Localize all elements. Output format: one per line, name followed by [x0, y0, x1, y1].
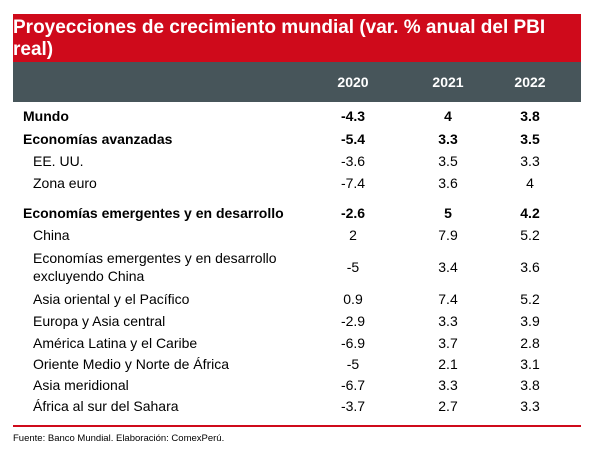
table-row: Asia oriental y el Pacífico 0.9 7.4 5.2 — [13, 288, 581, 310]
source-note: Fuente: Banco Mundial. Elaboración: Come… — [13, 433, 225, 444]
table-row: EE. UU. -3.6 3.5 3.3 — [13, 150, 581, 172]
cell-2020: -3.7 — [340, 397, 366, 414]
cell-2020: -4.3 — [340, 107, 366, 124]
cell-2021: 3.6 — [438, 175, 458, 191]
table-row: Asia meridional -6.7 3.3 3.8 — [13, 374, 581, 395]
cell-2022: 3.8 — [520, 376, 540, 393]
cell-2020: -6.7 — [340, 376, 366, 393]
cell-2020: -7.4 — [340, 175, 366, 191]
row-label: Europa y Asia central — [33, 313, 166, 329]
column-header-2022: 2022 — [514, 74, 546, 90]
row-label: América Latina y el Caribe — [33, 334, 198, 351]
footer-divider — [13, 425, 581, 427]
cell-2021: 7.9 — [438, 227, 458, 243]
cell-2020: -3.6 — [340, 153, 366, 169]
cell-2021: 3.3 — [438, 313, 458, 329]
cell-2021: 4 — [444, 107, 452, 124]
cell-2021: 2.1 — [438, 355, 458, 372]
table-row: Mundo -4.3 4 3.8 — [13, 103, 581, 128]
cell-2020: -5 — [346, 355, 360, 372]
cell-2020: -2.6 — [340, 205, 366, 221]
row-label: Economías emergentes y en desarrollo exc… — [33, 250, 277, 284]
column-header-bar: 2020 2021 2022 — [13, 62, 581, 102]
cell-2022: 2.8 — [520, 334, 540, 351]
row-label: Economías emergentes y en desarrollo — [23, 205, 284, 221]
table-row: África al sur del Sahara -3.7 2.7 3.3 — [13, 395, 581, 416]
cell-2022: 5.2 — [520, 227, 540, 243]
row-label: Economías avanzadas — [23, 131, 173, 147]
cell-2022: 5.2 — [520, 291, 540, 307]
cell-2021: 5 — [444, 205, 452, 221]
cell-2020: -2.9 — [340, 313, 366, 329]
cell-2021: 7.4 — [438, 291, 458, 307]
cell-2020: 0.9 — [343, 291, 363, 307]
table-row: Oriente Medio y Norte de África -5 2.1 3… — [13, 353, 581, 374]
table-row: Economías avanzadas -5.4 3.3 3.5 — [13, 128, 581, 150]
cell-2021: 3.3 — [438, 131, 458, 147]
row-label: África al sur del Sahara — [33, 397, 179, 414]
row-label: EE. UU. — [33, 153, 84, 169]
growth-table: Mundo -4.3 4 3.8 Economías avanzadas -5.… — [13, 103, 581, 416]
cell-2022: 3.6 — [520, 259, 540, 275]
row-label: Asia meridional — [33, 376, 129, 393]
cell-2021: 3.3 — [438, 376, 458, 393]
cell-2021: 3.7 — [438, 334, 458, 351]
table-row: Zona euro -7.4 3.6 4 — [13, 172, 581, 194]
table-row: China 2 7.9 5.2 — [13, 224, 581, 246]
row-label: Zona euro — [33, 175, 97, 191]
table-title: Proyecciones de crecimiento mundial (var… — [13, 14, 581, 62]
cell-2022: 4.2 — [520, 205, 540, 221]
table-row: Economías emergentes y en desarrollo -2.… — [13, 202, 581, 224]
cell-2020: -5.4 — [340, 131, 366, 147]
cell-2021: 3.5 — [438, 153, 458, 169]
column-header-2021: 2021 — [432, 74, 464, 90]
row-label: Asia oriental y el Pacífico — [33, 291, 190, 307]
cell-2022: 3.8 — [520, 107, 540, 124]
cell-2020: -5 — [346, 259, 360, 275]
cell-2021: 2.7 — [438, 397, 458, 414]
row-label: Mundo — [23, 107, 69, 124]
cell-2022: 3.1 — [520, 355, 540, 372]
table-row: Europa y Asia central -2.9 3.3 3.9 — [13, 310, 581, 332]
row-label: China — [33, 227, 70, 243]
cell-2020: -6.9 — [340, 334, 366, 351]
table-row: Economías emergentes y en desarrollo exc… — [13, 246, 581, 288]
cell-2022: 4 — [526, 175, 534, 191]
cell-2021: 3.4 — [438, 259, 458, 275]
cell-2020: 2 — [349, 227, 357, 243]
column-header-2020: 2020 — [337, 74, 369, 90]
cell-2022: 3.3 — [520, 153, 540, 169]
cell-2022: 3.9 — [520, 313, 540, 329]
row-label: Oriente Medio y Norte de África — [33, 355, 230, 372]
cell-2022: 3.3 — [520, 397, 540, 414]
cell-2022: 3.5 — [520, 131, 540, 147]
table-row: América Latina y el Caribe -6.9 3.7 2.8 — [13, 332, 581, 353]
